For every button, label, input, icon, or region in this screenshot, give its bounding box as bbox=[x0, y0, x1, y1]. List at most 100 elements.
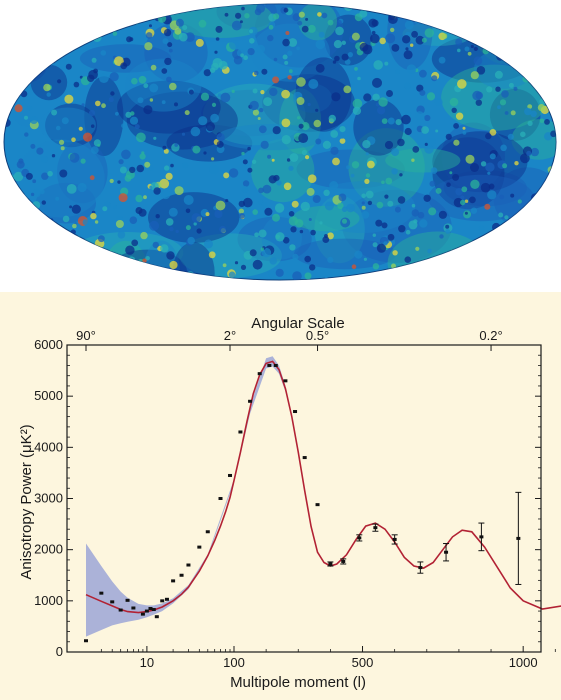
sky-patch bbox=[5, 13, 49, 54]
sky-speckle bbox=[7, 272, 16, 280]
sky-speckle bbox=[376, 243, 387, 253]
sky-speckle bbox=[108, 96, 114, 103]
sky-speckle bbox=[342, 218, 347, 224]
sky-speckle bbox=[238, 208, 244, 214]
sky-speckle bbox=[62, 12, 67, 16]
sky-speckle bbox=[397, 196, 406, 204]
sky-speckle bbox=[438, 210, 447, 219]
sky-speckle bbox=[534, 57, 543, 67]
sky-speckle bbox=[262, 184, 272, 194]
top-tick-label: 0.2° bbox=[479, 328, 502, 343]
sky-speckle bbox=[288, 216, 299, 226]
sky-speckle bbox=[329, 181, 339, 190]
sky-speckle bbox=[274, 203, 285, 213]
sky-speckle bbox=[239, 20, 243, 24]
sky-speckle bbox=[77, 182, 87, 193]
sky-speckle bbox=[315, 138, 322, 145]
sky-speckle bbox=[472, 90, 482, 101]
sky-speckle bbox=[453, 139, 460, 146]
sky-speckle bbox=[370, 33, 380, 44]
x-tick-label: 500 bbox=[352, 655, 374, 670]
sky-speckle bbox=[134, 4, 143, 12]
sky-speckle bbox=[354, 250, 363, 259]
sky-patch bbox=[117, 80, 221, 134]
sky-speckle bbox=[144, 161, 151, 168]
sky-patch bbox=[216, 4, 277, 29]
sky-speckle bbox=[264, 207, 273, 216]
sky-speckle bbox=[238, 200, 245, 208]
sky-speckle bbox=[411, 209, 419, 217]
sky-speckle bbox=[375, 219, 383, 227]
sky-speckle bbox=[109, 178, 114, 184]
sky-speckle bbox=[107, 279, 112, 280]
sky-speckle bbox=[121, 123, 126, 128]
data-point bbox=[293, 410, 298, 414]
sky-speckle bbox=[110, 91, 115, 96]
sky-speckle bbox=[297, 20, 303, 26]
sky-speckle bbox=[32, 201, 41, 210]
sky-speckle bbox=[402, 35, 411, 44]
sky-speckle bbox=[162, 145, 167, 150]
sky-speckle bbox=[322, 140, 331, 149]
y-tick-label: 6000 bbox=[34, 337, 63, 352]
data-point bbox=[392, 537, 397, 541]
sky-speckle bbox=[436, 4, 447, 12]
sky-speckle bbox=[290, 226, 297, 233]
y-tick-label: 0 bbox=[56, 644, 63, 659]
sky-speckle bbox=[542, 82, 547, 87]
sky-speckle bbox=[372, 242, 378, 248]
sky-speckle bbox=[337, 202, 344, 209]
sky-speckle bbox=[301, 149, 307, 156]
sky-speckle bbox=[281, 118, 291, 128]
sky-speckle bbox=[14, 216, 22, 224]
sky-speckle bbox=[234, 261, 239, 265]
sky-speckle bbox=[42, 20, 47, 25]
sky-speckle bbox=[346, 203, 355, 213]
sky-speckle bbox=[367, 160, 375, 169]
sky-speckle bbox=[467, 51, 472, 56]
sky-speckle bbox=[161, 100, 166, 105]
sky-speckle bbox=[453, 197, 463, 208]
sky-speckle bbox=[445, 133, 452, 140]
sky-speckle bbox=[136, 14, 141, 19]
sky-speckle bbox=[438, 56, 446, 64]
sky-patch bbox=[35, 182, 96, 224]
sky-speckle bbox=[112, 31, 118, 36]
sky-speckle bbox=[256, 44, 266, 54]
data-point bbox=[144, 609, 149, 613]
sky-speckle bbox=[292, 13, 301, 22]
sky-speckle bbox=[210, 113, 220, 123]
sky-speckle bbox=[391, 263, 396, 269]
sky-speckle bbox=[388, 13, 395, 21]
sky-speckle bbox=[69, 152, 80, 163]
data-point bbox=[164, 597, 169, 601]
sky-speckle bbox=[321, 12, 328, 19]
sky-speckle bbox=[101, 20, 108, 26]
sky-speckle bbox=[174, 102, 178, 107]
sky-speckle bbox=[410, 43, 414, 47]
sky-speckle bbox=[439, 6, 449, 16]
sky-speckle bbox=[315, 39, 326, 50]
sky-speckle bbox=[260, 247, 264, 251]
sky-patch bbox=[385, 148, 461, 173]
top-tick-label: 90° bbox=[76, 328, 96, 343]
top-axis-title: Angular Scale bbox=[251, 315, 344, 332]
sky-speckle bbox=[386, 90, 393, 97]
sky-speckle bbox=[485, 162, 495, 172]
sky-speckle bbox=[304, 255, 312, 263]
data-point bbox=[302, 456, 307, 460]
sky-speckle bbox=[166, 251, 175, 260]
sky-speckle bbox=[527, 249, 532, 254]
sky-speckle bbox=[253, 70, 259, 76]
sky-speckle bbox=[488, 39, 498, 49]
sky-speckle bbox=[343, 85, 352, 94]
sky-speckle bbox=[435, 129, 439, 133]
sky-speckle bbox=[395, 276, 402, 280]
sky-speckle bbox=[283, 182, 292, 191]
sky-patch bbox=[428, 174, 535, 222]
sky-speckle bbox=[168, 207, 178, 217]
sky-speckle bbox=[150, 64, 157, 71]
sky-speckle bbox=[30, 192, 35, 197]
sky-speckle bbox=[95, 13, 105, 23]
sky-speckle bbox=[404, 256, 412, 264]
